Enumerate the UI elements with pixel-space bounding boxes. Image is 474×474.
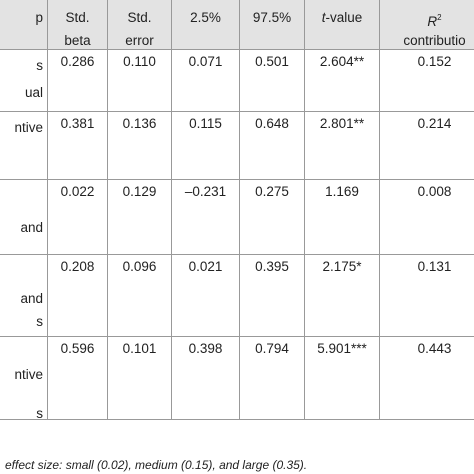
- value-cell: 0.131: [380, 255, 474, 337]
- row-label: ntive: [14, 120, 43, 135]
- value-cell: 0.071: [172, 50, 240, 112]
- value-cell: 2.604**: [305, 50, 380, 112]
- cell-value: 0.096: [122, 259, 157, 274]
- cell-value: 0.152: [417, 54, 452, 69]
- cell-value: 0.208: [60, 259, 95, 274]
- value-cell: 0.381: [48, 112, 108, 180]
- header-cell: t-value: [305, 0, 380, 50]
- cell-value: 0.381: [60, 116, 95, 131]
- cell-value: 0.395: [255, 259, 289, 274]
- row-label: s: [36, 58, 43, 73]
- header-cell: Std. beta: [48, 0, 108, 50]
- header-text: Std.: [65, 10, 90, 25]
- row-label: ntive: [14, 367, 43, 382]
- value-cell: 0.443: [380, 337, 474, 420]
- row-label: s: [36, 314, 43, 329]
- value-cell: 0.286: [48, 50, 108, 112]
- row-label-cell: s ual: [0, 50, 48, 112]
- header-cell: Std. error: [108, 0, 172, 50]
- cell-value: 0.022: [60, 184, 95, 199]
- row-label: and: [20, 291, 43, 306]
- row-label: and: [20, 220, 43, 235]
- header-text: t-value: [305, 10, 379, 26]
- header-segment: R: [427, 14, 438, 29]
- value-cell: 2.175*: [305, 255, 380, 337]
- cell-value: 1.169: [325, 184, 359, 199]
- cell-value: 0.214: [417, 116, 452, 131]
- row-label: s: [36, 406, 43, 421]
- value-cell: 0.115: [172, 112, 240, 180]
- value-cell: 0.136: [108, 112, 172, 180]
- cell-value: 0.275: [255, 184, 289, 199]
- cell-value: 0.443: [417, 341, 452, 356]
- cell-value: 0.129: [122, 184, 157, 199]
- header-text: 97.5%: [252, 10, 292, 25]
- value-cell: 0.794: [240, 337, 305, 420]
- header-segment: -value: [325, 10, 363, 25]
- cell-value: 0.398: [188, 341, 223, 356]
- row-label-cell: ntive s: [0, 337, 48, 421]
- header-segment: t: [321, 10, 326, 25]
- header-text: beta: [64, 33, 91, 48]
- header-cell: 2.5%: [172, 0, 240, 50]
- value-cell: 0.208: [48, 255, 108, 337]
- value-cell: 0.398: [172, 337, 240, 420]
- cell-value: 2.175*: [322, 259, 362, 274]
- header-text: R2: [380, 10, 474, 30]
- value-cell: 0.648: [240, 112, 305, 180]
- header-text: p: [35, 10, 43, 25]
- header-text: error: [125, 33, 154, 48]
- cell-value: 5.901***: [317, 341, 367, 356]
- cell-value: 0.101: [122, 341, 157, 356]
- row-label-cell: and: [0, 180, 48, 255]
- cell-value: 2.604**: [319, 54, 365, 69]
- value-cell: 0.152: [380, 50, 474, 112]
- cell-value: 0.596: [60, 341, 95, 356]
- value-cell: –0.231: [172, 180, 240, 255]
- header-text: Std.: [127, 10, 152, 25]
- cell-value: 0.136: [122, 116, 157, 131]
- header-cell: 97.5%: [240, 0, 305, 50]
- value-cell: 0.008: [380, 180, 474, 255]
- cell-value: 0.110: [123, 54, 156, 69]
- cell-value: 0.115: [189, 116, 222, 131]
- header-text: 2.5%: [190, 10, 221, 25]
- value-cell: 0.129: [108, 180, 172, 255]
- value-cell: 0.021: [172, 255, 240, 337]
- value-cell: 0.110: [108, 50, 172, 112]
- value-cell: 1.169: [305, 180, 380, 255]
- cell-value: 0.021: [188, 259, 223, 274]
- cell-value: 0.131: [417, 259, 452, 274]
- cell-value: 0.501: [255, 54, 289, 69]
- row-label-cell: ntive: [0, 112, 48, 180]
- value-cell: 0.596: [48, 337, 108, 420]
- row-label: ual: [24, 85, 43, 100]
- header-text: contributio: [403, 33, 466, 48]
- cell-value: 0.008: [417, 184, 452, 199]
- value-cell: 5.901***: [305, 337, 380, 420]
- value-cell: 0.214: [380, 112, 474, 180]
- value-cell: 0.096: [108, 255, 172, 337]
- cell-value: –0.231: [184, 184, 227, 199]
- value-cell: 0.395: [240, 255, 305, 337]
- header-cell: R2 contributio: [380, 0, 474, 50]
- value-cell: 0.275: [240, 180, 305, 255]
- cell-value: 0.286: [60, 54, 95, 69]
- cell-value: 0.648: [255, 116, 289, 131]
- header-segment: 2: [437, 13, 442, 22]
- row-label-cell: and s: [0, 255, 48, 337]
- footnote: effect size: small (0.02), medium (0.15)…: [5, 458, 308, 472]
- cell-value: 0.071: [188, 54, 223, 69]
- cell-value: 2.801**: [319, 116, 365, 131]
- value-cell: 0.022: [48, 180, 108, 255]
- value-cell: 0.101: [108, 337, 172, 420]
- value-cell: 2.801**: [305, 112, 380, 180]
- cell-value: 0.794: [255, 341, 289, 356]
- value-cell: 0.501: [240, 50, 305, 112]
- header-cell: p: [0, 0, 48, 50]
